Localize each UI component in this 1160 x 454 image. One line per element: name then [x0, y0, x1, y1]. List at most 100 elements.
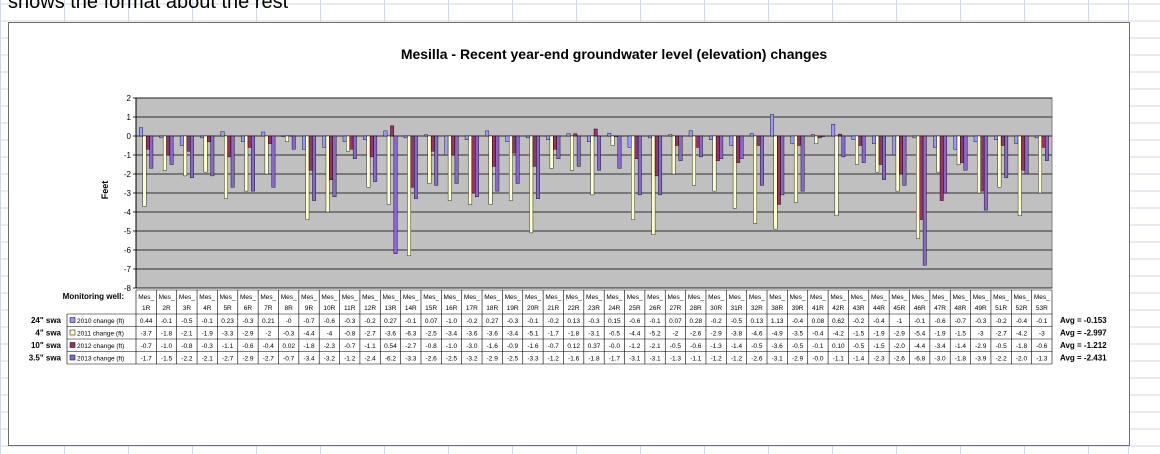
category-prefix-label: Mes_ — [505, 294, 521, 301]
bar-45R-s2 — [895, 135, 900, 192]
data-table-value: -1.1 — [833, 355, 845, 362]
data-table-value: -0.4 — [812, 330, 824, 337]
category-prefix-label: Mes_ — [1034, 294, 1050, 301]
category-label: 43R — [853, 305, 865, 312]
data-table-value: -3.4 — [303, 355, 315, 362]
category-label: 2R — [162, 305, 171, 312]
bar-15R-s2 — [427, 135, 432, 184]
y-axis-label: Feet — [100, 181, 110, 200]
bar-5R-s3 — [227, 135, 232, 158]
bar-41R-s4 — [821, 135, 825, 137]
bar-43R-s3 — [858, 135, 863, 146]
bar-23R-s1 — [587, 135, 591, 142]
data-table-value: 0.15 — [608, 318, 621, 325]
data-table-value: -2.9 — [894, 330, 906, 337]
series-average-label: Avg = -2.997 — [1060, 328, 1107, 337]
bar-9R-s2 — [305, 135, 310, 220]
bar-49R-s2 — [977, 135, 981, 194]
data-table-value: -2.9 — [792, 355, 804, 362]
bar-23R-s4 — [597, 135, 601, 171]
category-label: 41R — [812, 305, 824, 312]
data-table-value: -2.1 — [202, 355, 214, 362]
data-table-value: -6.3 — [405, 330, 417, 337]
data-table-value: -0.3 — [202, 343, 214, 350]
data-table-value: -1.1 — [364, 343, 376, 350]
category-prefix-label: Mes_ — [138, 294, 154, 301]
category-label: 17R — [466, 305, 478, 312]
data-table-value: -5.4 — [914, 330, 926, 337]
data-table-value: -2.3 — [324, 343, 336, 350]
bar-23R-s2 — [590, 135, 595, 196]
bar-18R-s4 — [495, 135, 500, 192]
data-table-value: -0.7 — [303, 318, 315, 325]
data-table-value: -0.7 — [344, 343, 356, 350]
data-table-value: -0.7 — [955, 318, 967, 325]
legend-key — [69, 354, 76, 361]
bar-45R-s1 — [892, 135, 897, 156]
bar-17R-s3 — [471, 135, 476, 194]
bar-52R-s3 — [1021, 135, 1026, 171]
data-table-value: -3.0 — [466, 343, 478, 350]
data-table-value: -1.2 — [731, 355, 743, 362]
data-table-value: -2.0 — [894, 343, 906, 350]
bar-42R-s3 — [838, 133, 842, 137]
data-table-value: -0.1 — [914, 318, 926, 325]
category-label: 48R — [954, 305, 966, 312]
bar-20R-s2 — [529, 135, 534, 234]
category-label: 13R — [384, 305, 396, 312]
bar-2R-s3 — [166, 135, 171, 156]
data-table-value: -1.8 — [1016, 343, 1028, 350]
data-table-value: -1.5 — [955, 330, 967, 337]
data-table-value: -3.6 — [772, 343, 784, 350]
category-prefix-label: Mes_ — [973, 294, 989, 301]
data-table-value: -0.2 — [853, 318, 865, 325]
bar-49R-s1 — [973, 135, 978, 142]
data-table-value: -1.3 — [711, 343, 723, 350]
data-table-value: 0.12 — [567, 343, 580, 350]
bar-31R-s4 — [739, 135, 744, 159]
category-prefix-label: Mes_ — [769, 294, 785, 301]
data-table-value: -2.7 — [222, 355, 234, 362]
category-label: 46R — [914, 305, 926, 312]
legend-key — [69, 342, 76, 348]
data-table-value: -1.8 — [588, 355, 600, 362]
data-table-value: -0 — [286, 318, 292, 325]
chart-object[interactable]: Mesilla - Recent year-end groundwater le… — [8, 22, 1130, 446]
bar-16R-s4 — [454, 135, 459, 184]
bar-47R-s4 — [943, 135, 948, 194]
data-table-value: -0.8 — [426, 343, 438, 350]
data-table-value: -0.3 — [242, 318, 254, 325]
bar-7R-s3 — [268, 135, 272, 144]
bar-3R-s3 — [186, 135, 191, 152]
category-prefix-label: Mes_ — [790, 294, 806, 301]
data-table-value: -2.3 — [873, 355, 885, 362]
category-prefix-label: Mes_ — [444, 294, 460, 301]
data-table-value: -1.0 — [161, 343, 173, 350]
bar-11R-s3 — [349, 135, 354, 150]
data-table-value: -1.8 — [161, 330, 173, 337]
data-table-value: -0.4 — [263, 343, 275, 350]
data-table-value: -3.3 — [222, 330, 234, 337]
data-table-value: 0.07 — [669, 318, 682, 325]
data-table-value: 0.10 — [832, 343, 845, 350]
data-table-value: -1.9 — [934, 330, 946, 337]
category-label: 23R — [588, 305, 600, 312]
category-prefix-label: Mes_ — [281, 294, 297, 301]
bar-13R-s2 — [386, 135, 391, 205]
data-table-value: 0.02 — [282, 343, 295, 350]
data-table-value: -3.4 — [507, 330, 519, 337]
bar-4R-s1 — [200, 135, 205, 139]
category-label: 52R — [1015, 305, 1027, 312]
bar-30R-s4 — [719, 135, 724, 159]
data-table-value: -2.7 — [405, 343, 417, 350]
bar-22R-s3 — [573, 133, 578, 137]
y-tick-label: -4 — [124, 208, 132, 217]
category-label: 44R — [873, 305, 885, 312]
bar-51R-s4 — [1004, 135, 1009, 178]
category-label: 19R — [507, 305, 519, 312]
series-average-label: Avg = -2.431 — [1060, 353, 1107, 362]
category-prefix-label: Mes_ — [830, 294, 846, 301]
bar-32R-s2 — [753, 135, 758, 224]
category-label: 8R — [285, 305, 294, 312]
data-table-value: -0.8 — [344, 330, 356, 337]
